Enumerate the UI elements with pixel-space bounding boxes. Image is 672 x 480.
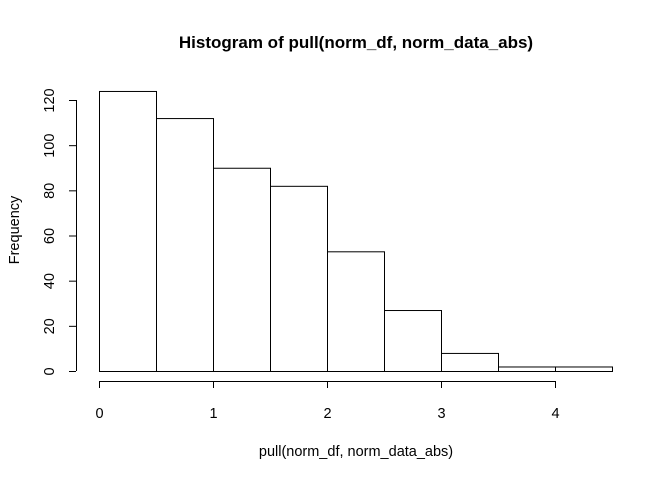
y-tick-label-80: 80 — [42, 183, 58, 199]
y-tick-label-120: 120 — [42, 88, 58, 112]
chart-title: Histogram of pull(norm_df, norm_data_abs… — [179, 33, 533, 52]
x-axis: 0 1 2 3 4 — [95, 381, 560, 422]
y-tick-label-40: 40 — [42, 273, 58, 289]
y-tick-label-0: 0 — [42, 367, 58, 375]
histogram-bar-5 — [327, 251, 385, 372]
y-axis: 0 20 40 60 80 100 120 — [42, 88, 77, 376]
x-tick-label-4: 4 — [551, 406, 559, 422]
y-axis-label: Frequency — [7, 195, 23, 264]
histogram-bar-1 — [99, 90, 157, 372]
histogram-bar-2 — [156, 118, 214, 372]
y-tick-label-60: 60 — [42, 228, 58, 244]
y-tick-label-100: 100 — [42, 134, 58, 158]
histogram-bar-6 — [384, 310, 442, 372]
histogram-bar-4 — [270, 185, 328, 372]
y-tick-label-20: 20 — [42, 318, 58, 334]
histogram-bar-3 — [213, 167, 271, 372]
x-tick-label-2: 2 — [323, 406, 331, 422]
bars-group — [99, 90, 613, 373]
histogram-bar-9 — [555, 366, 613, 373]
histogram-bar-8 — [498, 366, 556, 373]
x-axis-label: pull(norm_df, norm_data_abs) — [259, 444, 453, 460]
x-tick-label-1: 1 — [209, 406, 217, 422]
histogram-bar-7 — [441, 352, 499, 372]
x-tick-label-0: 0 — [95, 406, 103, 422]
x-tick-label-3: 3 — [437, 406, 445, 422]
